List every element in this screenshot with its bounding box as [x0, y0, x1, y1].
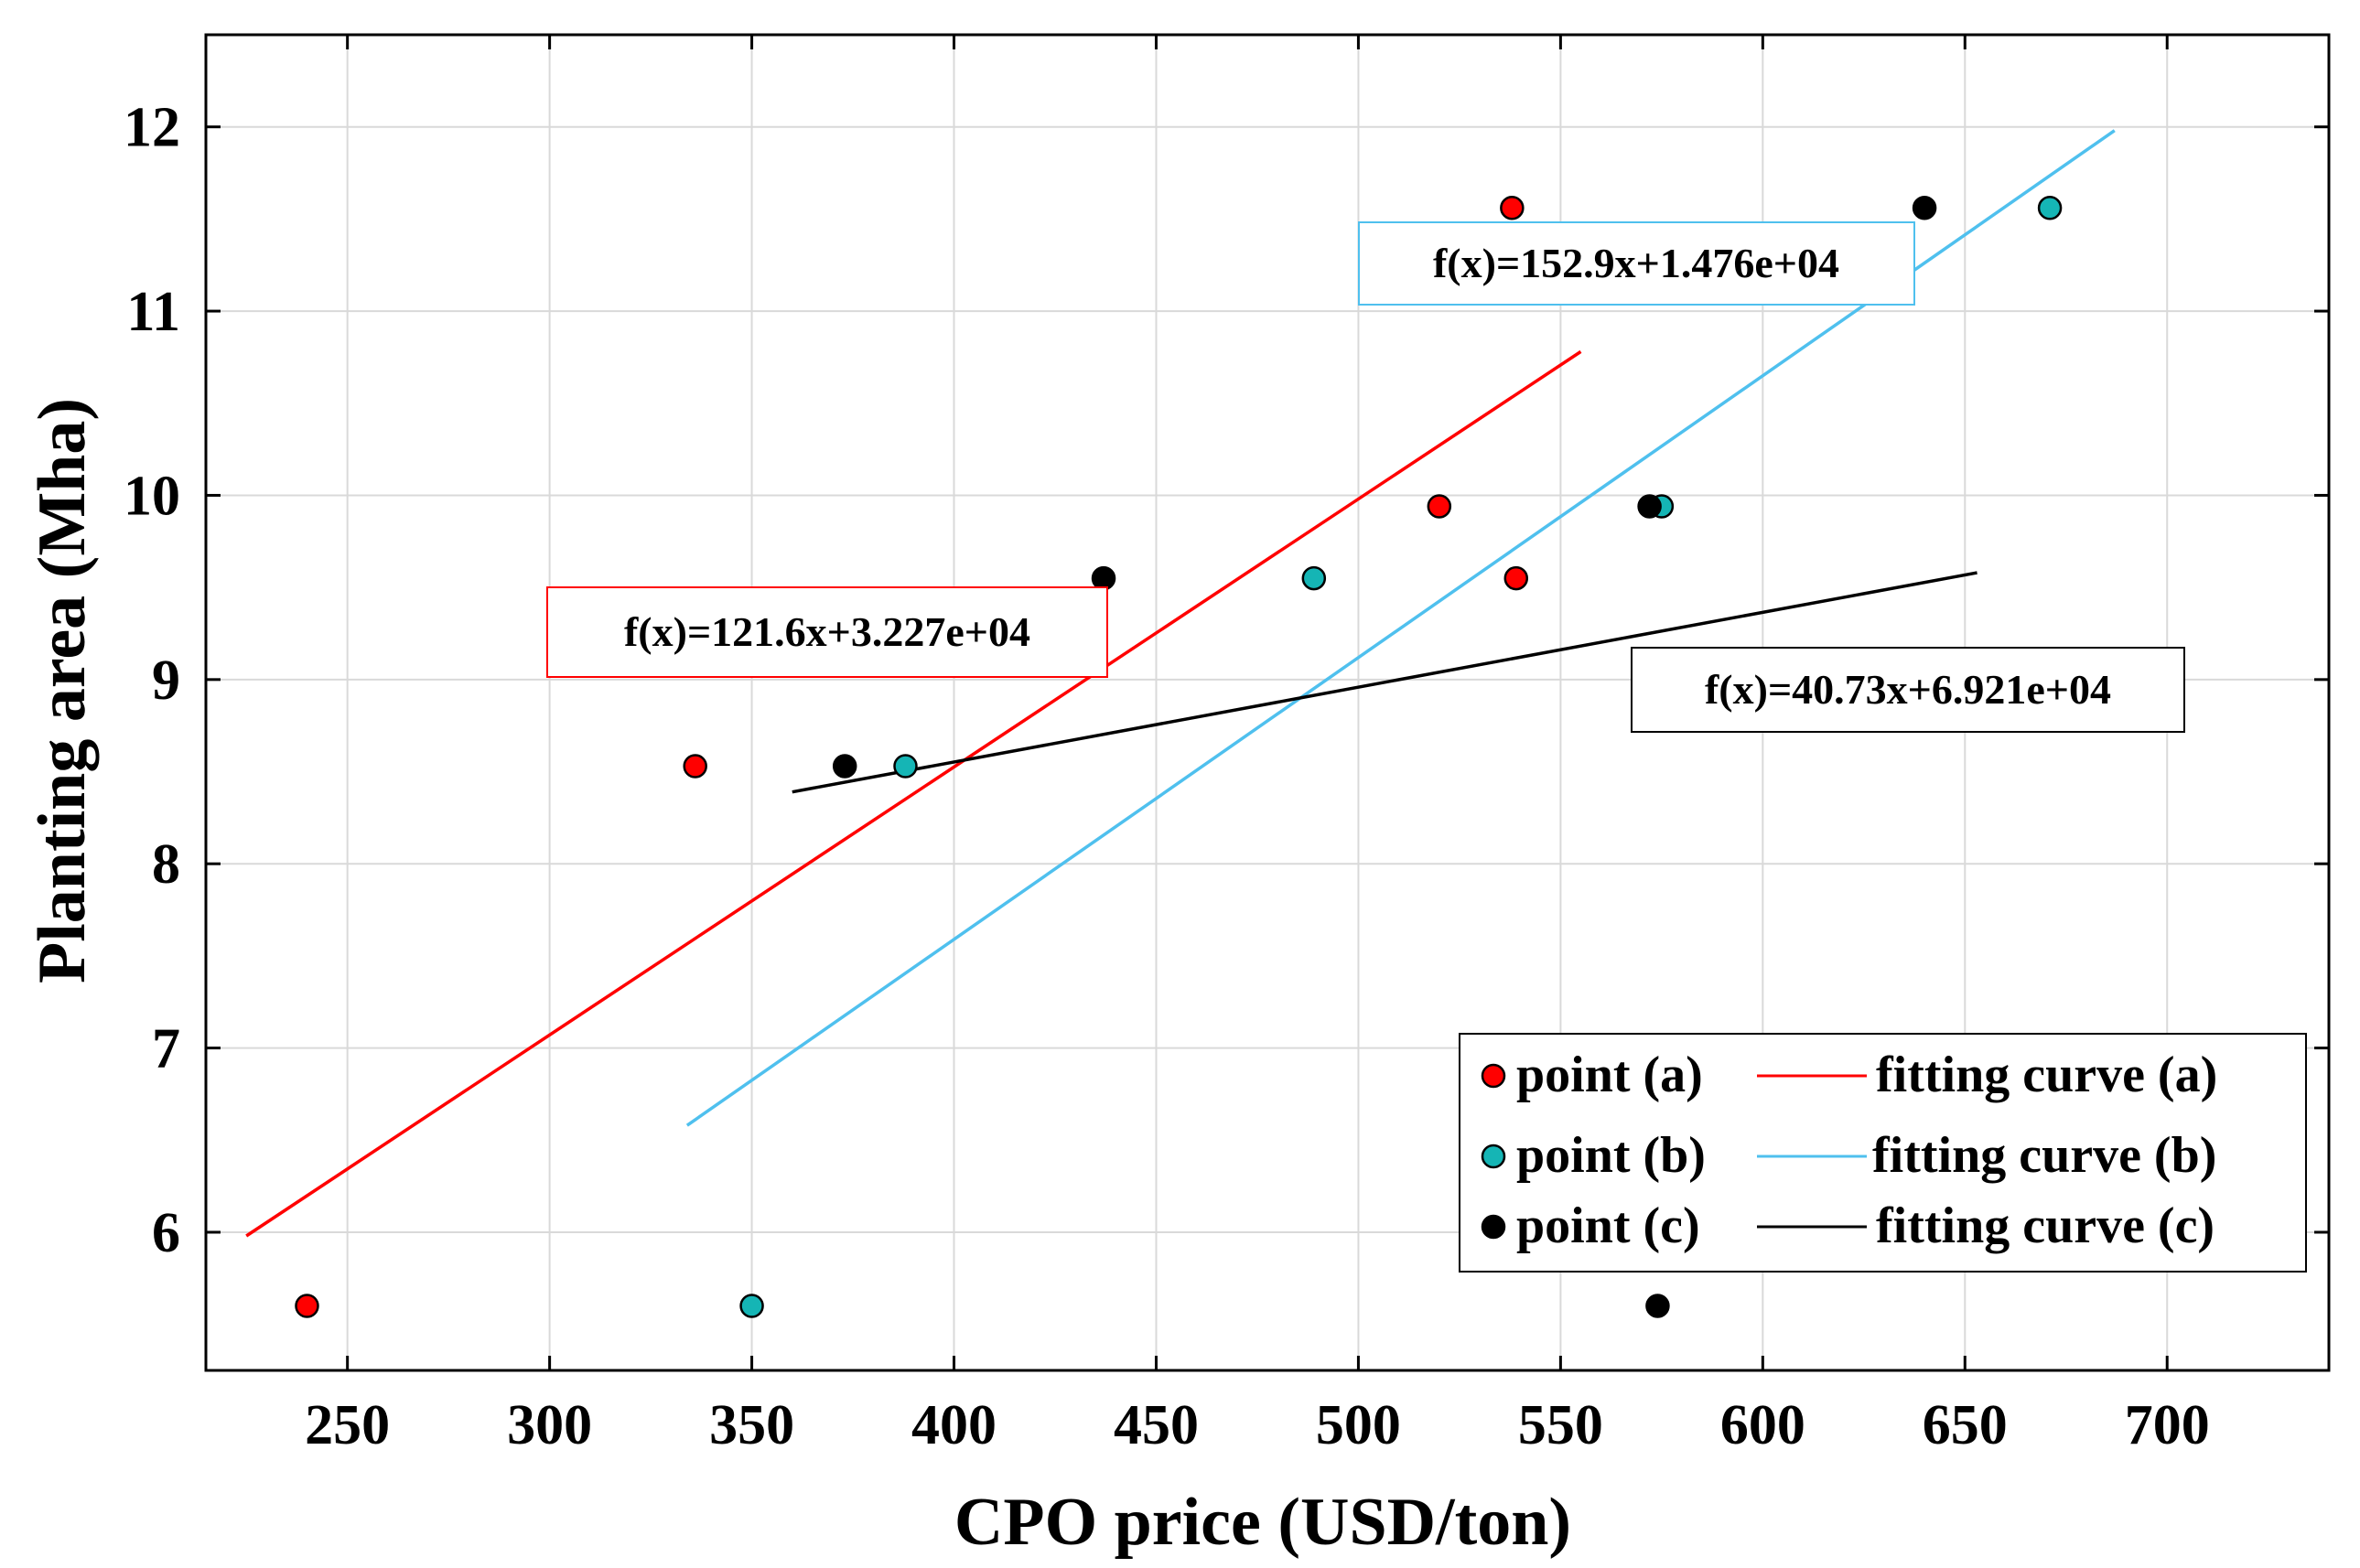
point-c-3	[1637, 494, 1662, 519]
point-a-5	[1503, 565, 1529, 591]
legend-label-point-a: point (a)	[1516, 1047, 1703, 1103]
x-tick-label-300: 300	[507, 1394, 592, 1456]
y-tick-label-11: 11	[126, 281, 180, 343]
y-tick-label-12: 12	[124, 97, 180, 159]
legend-label-point-c: point (c)	[1516, 1197, 1700, 1254]
annotation-c: f(x)=40.73x+6.921e+04	[1631, 647, 2185, 733]
legend-marker-a	[1481, 1063, 1506, 1089]
legend-marker-b	[1481, 1144, 1506, 1169]
y-tick-label-8: 8	[152, 833, 180, 896]
legend-label-curve-c: fitting curve (c)	[1876, 1197, 2215, 1254]
point-c-4	[1645, 1294, 1670, 1318]
y-tick-label-10: 10	[124, 465, 180, 527]
point-a-4	[1500, 196, 1525, 220]
annotation-b: f(x)=152.9x+1.476e+04	[1358, 221, 1915, 306]
legend: point (a) fitting curve (a) point (b) fi…	[1459, 1033, 2307, 1273]
y-tick-label-6: 6	[152, 1202, 180, 1264]
x-tick-label-400: 400	[911, 1394, 997, 1456]
x-tick-label-500: 500	[1316, 1394, 1401, 1456]
y-tick-label-9: 9	[152, 650, 180, 712]
point-b-1	[739, 1294, 764, 1318]
legend-box	[1459, 1033, 2307, 1273]
point-a-3	[1427, 494, 1452, 519]
annotation-a-box	[546, 586, 1108, 678]
y-axis-title: Planting area (Mha)	[25, 398, 100, 983]
point-b-3	[1301, 565, 1327, 591]
legend-label-curve-a: fitting curve (a)	[1876, 1047, 2217, 1103]
x-axis-title: CPO price (USD/ton)	[954, 1485, 1571, 1560]
point-b-2	[893, 754, 918, 779]
data-points	[295, 196, 2063, 1318]
annotation-a-text: f(x)=121.6x+3.227e+04	[624, 608, 1030, 655]
fitting-curve-a	[245, 349, 1582, 1238]
annotation-b-text: f(x)=152.9x+1.476e+04	[1433, 240, 1839, 286]
legend-label-curve-b: fitting curve (b)	[1872, 1127, 2216, 1184]
point-b-5	[2037, 196, 2063, 220]
annotation-c-box	[1631, 647, 2185, 733]
plot-frame	[204, 33, 2331, 1372]
y-axis-ticks: 6 7 8 9 10 11 12	[124, 97, 2329, 1264]
y-tick-label-7: 7	[152, 1018, 180, 1080]
fitting-curve-c	[792, 571, 1977, 794]
x-tick-label-550: 550	[1518, 1394, 1603, 1456]
annotation-c-text: f(x)=40.73x+6.921e+04	[1705, 666, 2111, 713]
x-tick-label-250: 250	[305, 1394, 390, 1456]
x-tick-label-350: 350	[709, 1394, 794, 1456]
legend-marker-c	[1481, 1214, 1506, 1240]
annotation-b-box	[1358, 221, 1915, 306]
annotation-a: f(x)=121.6x+3.227e+04	[546, 586, 1108, 678]
point-c-2	[1091, 565, 1116, 591]
legend-label-point-b: point (b)	[1516, 1127, 1706, 1184]
x-axis-ticks: 250 300 350 400 450 500 550 600 650 700	[305, 35, 2210, 1456]
x-tick-label-450: 450	[1114, 1394, 1199, 1456]
x-tick-label-700: 700	[2125, 1394, 2210, 1456]
point-c-1	[832, 754, 857, 779]
x-tick-label-650: 650	[1923, 1394, 2008, 1456]
x-tick-label-600: 600	[1720, 1394, 1805, 1456]
point-a-2	[683, 754, 707, 779]
point-a-1	[295, 1294, 319, 1318]
point-c-5	[1912, 196, 1937, 220]
